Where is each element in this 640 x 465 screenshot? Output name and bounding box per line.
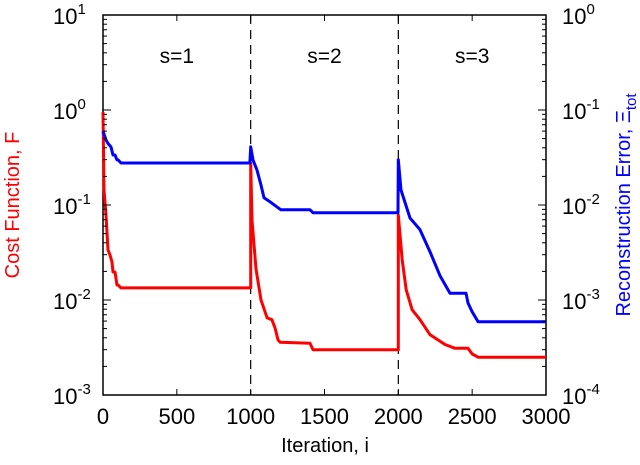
y2-title-main: Reconstruction Error, Ξ bbox=[613, 110, 635, 316]
x-tick-label: 500 bbox=[158, 404, 195, 429]
y-tick-label-right: 10-2 bbox=[562, 191, 600, 219]
reconstruction-error-line bbox=[101, 130, 546, 324]
plot-area bbox=[102, 14, 547, 396]
stage-label: s=3 bbox=[455, 45, 489, 68]
x-tick-label: 1500 bbox=[300, 404, 349, 429]
y-axis-title-left: Cost Function, F bbox=[2, 132, 24, 279]
axis-ticks bbox=[102, 14, 547, 396]
y-tick-label-right: 100 bbox=[562, 1, 595, 29]
y-tick-label-left: 10-1 bbox=[53, 191, 91, 219]
cost-function-line bbox=[101, 111, 546, 359]
y2-title-sub: tot bbox=[623, 93, 640, 111]
x-tick-label: 0 bbox=[97, 404, 109, 429]
x-tick-label: 2000 bbox=[374, 404, 423, 429]
data-series bbox=[101, 111, 546, 359]
y-tick-label-left: 101 bbox=[53, 1, 86, 29]
stage-labels: s=1 s=2 s=3 bbox=[160, 45, 490, 68]
y-axis-title-right: Reconstruction Error, Ξtot bbox=[613, 93, 640, 317]
y-tick-label-left: 10-2 bbox=[53, 286, 91, 314]
x-tick-label: 2500 bbox=[448, 404, 497, 429]
y-tick-label-right: 10-3 bbox=[562, 286, 600, 314]
x-tick-label: 1000 bbox=[226, 404, 275, 429]
y-tick-label-right: 10-1 bbox=[562, 96, 600, 124]
stage-label: s=1 bbox=[160, 45, 194, 68]
plot-frame bbox=[102, 14, 547, 396]
x-tick-label: 3000 bbox=[522, 404, 571, 429]
y-tick-label-left: 10-3 bbox=[53, 381, 91, 409]
axis-tick-labels: 0 500 1000 1500 2000 2500 3000 101 100 10-1 10-2 10… bbox=[53, 1, 600, 429]
stage-label: s=2 bbox=[307, 45, 341, 68]
x-axis-title: Iteration, i bbox=[281, 435, 369, 457]
y-tick-label-left: 100 bbox=[53, 96, 86, 124]
y-tick-label-right: 10-4 bbox=[562, 381, 600, 409]
